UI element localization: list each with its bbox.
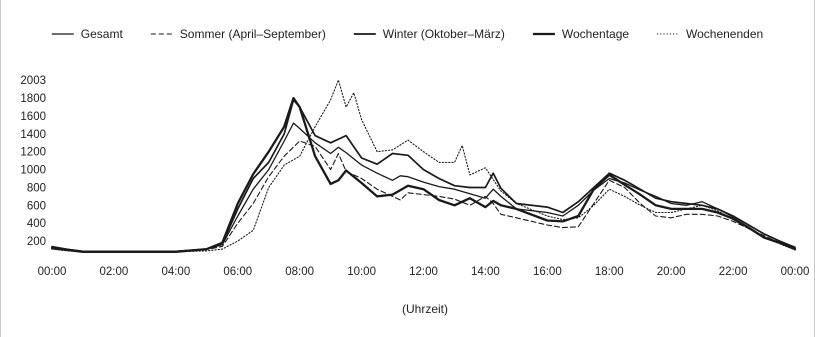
legend-item: Gesamt bbox=[52, 27, 124, 41]
x-tick-label: 22:00 bbox=[719, 266, 748, 278]
x-tick-label: 04:00 bbox=[161, 266, 190, 278]
y-tick-label: 1400 bbox=[20, 129, 46, 141]
series-line-1 bbox=[52, 141, 795, 251]
legend-label: Wochenenden bbox=[686, 27, 763, 41]
y-tick-label: 1800 bbox=[20, 93, 46, 105]
y-tick-label: 2003 bbox=[20, 75, 46, 87]
x-tick-label: 06:00 bbox=[223, 266, 252, 278]
y-axis: 200 400 600 800 1000 1200 1400 1600 1800 2003 bbox=[20, 75, 46, 248]
x-tick-label: 16:00 bbox=[533, 266, 562, 278]
legend-label: Gesamt bbox=[81, 27, 124, 41]
x-tick-label: 12:00 bbox=[409, 266, 438, 278]
y-tick-label: 800 bbox=[27, 182, 46, 194]
x-tick-label: 00:00 bbox=[38, 266, 67, 278]
legend-item: Winter (Oktober–März) bbox=[354, 27, 505, 41]
legend-item: Wochentage bbox=[533, 27, 629, 41]
y-tick-label: 400 bbox=[27, 218, 46, 230]
x-tick-label: 08:00 bbox=[285, 266, 314, 278]
legend: Gesamt Sommer (April–September) Winter (Ok… bbox=[52, 27, 763, 41]
legend-label: Wochentage bbox=[562, 27, 629, 41]
x-tick-label: 18:00 bbox=[595, 266, 624, 278]
y-tick-label: 600 bbox=[27, 200, 46, 212]
x-tick-label: 20:00 bbox=[657, 266, 686, 278]
series-lines bbox=[52, 80, 795, 252]
x-axis-label: (Uhrzeit) bbox=[402, 302, 448, 316]
x-tick-label: 02:00 bbox=[100, 266, 129, 278]
x-tick-label: 14:00 bbox=[471, 266, 500, 278]
legend-item: Wochenenden bbox=[657, 27, 763, 41]
y-tick-label: 200 bbox=[27, 236, 46, 248]
series-line-3 bbox=[52, 98, 795, 252]
series-line-2 bbox=[52, 100, 795, 251]
y-tick-label: 1600 bbox=[20, 111, 46, 123]
y-tick-label: 1000 bbox=[20, 165, 46, 177]
y-tick-label: 1200 bbox=[20, 147, 46, 159]
legend-item: Sommer (April–September) bbox=[151, 27, 326, 41]
series-line-4 bbox=[52, 80, 795, 252]
x-tick-label: 10:00 bbox=[347, 266, 376, 278]
x-axis: 00:00 02:00 04:00 06:00 08:00 10:00 12:00 14:00… bbox=[38, 266, 810, 278]
x-tick-label: 00:00 bbox=[781, 266, 810, 278]
series-line-0 bbox=[52, 123, 795, 251]
legend-label: Sommer (April–September) bbox=[180, 27, 326, 41]
legend-label: Winter (Oktober–März) bbox=[383, 27, 505, 41]
